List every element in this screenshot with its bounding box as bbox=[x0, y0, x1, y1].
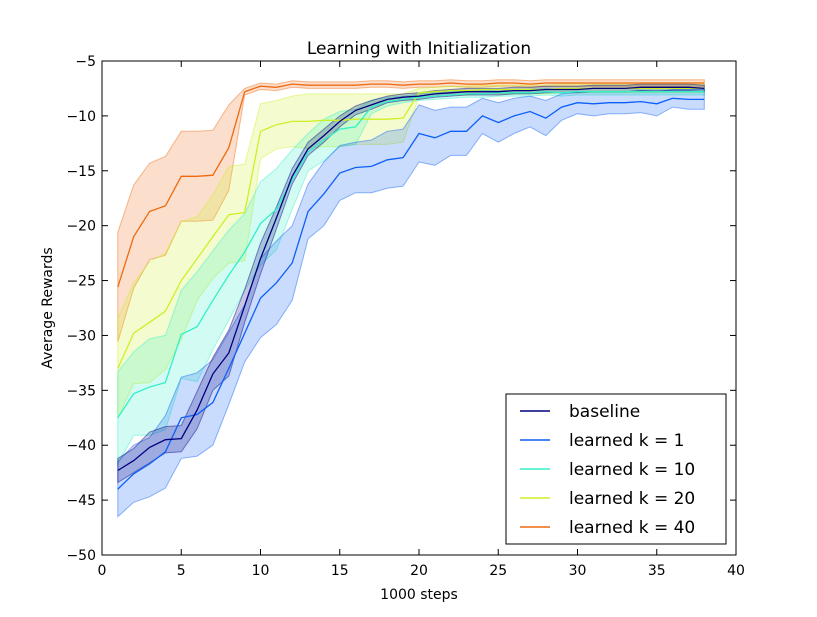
legend-label-learned-k-20: learned k = 20 bbox=[569, 489, 695, 509]
y-tick-label: −45 bbox=[66, 493, 96, 509]
band-learned-k-40 bbox=[117, 79, 705, 343]
series-line-learned-k-10 bbox=[117, 91, 705, 419]
y-axis-title: Average Rewards bbox=[40, 247, 56, 368]
y-tick-label: −40 bbox=[66, 438, 96, 454]
series-line-learned-k-1 bbox=[117, 97, 705, 490]
band-learned-k-20 bbox=[117, 83, 705, 419]
series-lines bbox=[117, 82, 705, 490]
x-tick-label: 0 bbox=[98, 563, 107, 579]
x-axis-title: 1000 steps bbox=[380, 587, 458, 603]
x-tick-label: 25 bbox=[489, 563, 507, 579]
x-tick-label: 30 bbox=[569, 563, 587, 579]
band-learned-k-1 bbox=[117, 89, 705, 518]
y-tick-label: −20 bbox=[66, 219, 96, 235]
y-tick-label: −35 bbox=[66, 383, 96, 399]
x-tick-label: 35 bbox=[648, 563, 666, 579]
x-tick-label: 10 bbox=[252, 563, 270, 579]
y-tick-label: −30 bbox=[66, 328, 96, 344]
legend-label-learned-k-10: learned k = 10 bbox=[569, 460, 695, 480]
legend: baseline learned k = 1 learned k = 10 learn… bbox=[505, 393, 727, 545]
x-tick-label: 20 bbox=[410, 563, 428, 579]
chart-title: Learning with Initialization bbox=[307, 39, 531, 59]
y-tick-label: −15 bbox=[66, 164, 96, 180]
y-tick-label: −50 bbox=[66, 548, 96, 564]
y-axis: −50 −45 −40 −35 −30 −25 −20 −15 −10 −5 bbox=[66, 54, 736, 564]
x-tick-label: 5 bbox=[177, 563, 186, 579]
series-line-baseline bbox=[117, 86, 705, 472]
legend-label-learned-k-40: learned k = 40 bbox=[569, 518, 695, 538]
y-tick-label: −5 bbox=[75, 54, 96, 70]
y-tick-label: −25 bbox=[66, 274, 96, 290]
band-learned-k-10 bbox=[117, 87, 705, 466]
y-tick-label: −10 bbox=[66, 109, 96, 125]
x-axis: 0 5 10 15 20 25 30 35 40 bbox=[98, 61, 745, 579]
legend-label-learned-k-1: learned k = 1 bbox=[569, 431, 684, 451]
x-tick-label: 40 bbox=[727, 563, 745, 579]
legend-label-baseline: baseline bbox=[569, 402, 640, 422]
series-line-learned-k-40 bbox=[117, 82, 705, 288]
x-tick-label: 15 bbox=[331, 563, 349, 579]
